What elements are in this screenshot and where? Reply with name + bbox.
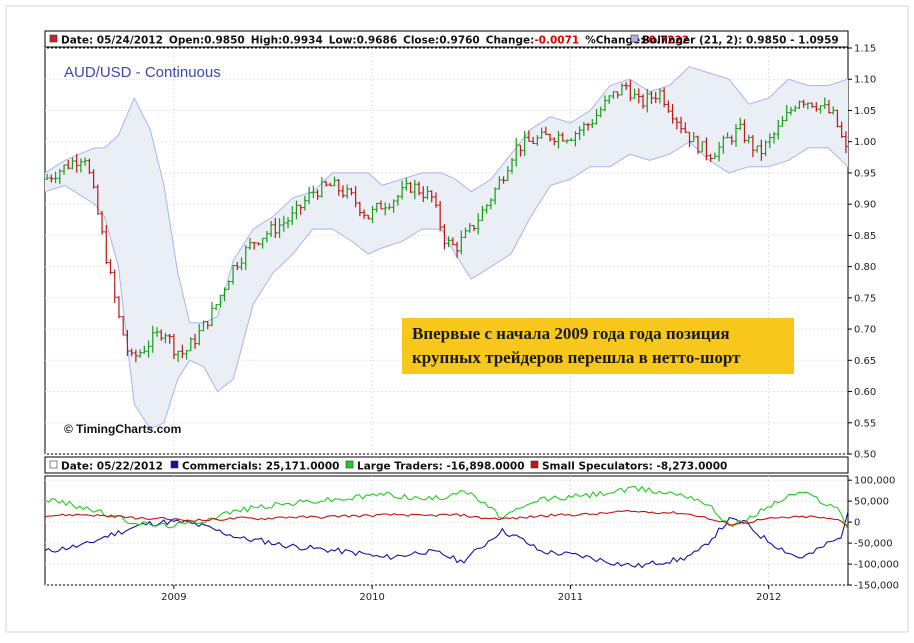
price-legend-item: Close:0.9760 [403,35,480,47]
cot-series-commercials [44,511,849,569]
cot-tick-label: 0 [854,518,860,529]
price-legend-item: High:0.9934 [251,35,323,47]
x-tick-label: 2009 [161,592,186,603]
price-tick-label: 0.90 [854,200,876,211]
cot-tick-label: -150,000 [854,581,899,592]
cot-legend-swatch [345,460,354,469]
price-tick-label: 0.75 [854,293,876,304]
cot-legend-swatch [530,460,539,469]
bollinger-legend-swatch [630,34,639,43]
x-tick-label: 2010 [359,592,384,603]
x-tick-label: 2012 [756,592,781,603]
outer-border [5,5,909,633]
cot-legend-bar [44,456,849,474]
price-tick-label: 0.50 [854,450,876,461]
cot-series-small-speculators [44,509,849,527]
bollinger-upper-line [44,66,849,324]
cot-legend-item: Large Traders: -16,898.0000 [357,461,525,473]
annotation-line-1: Впервые с начала 2009 года года позиция [412,324,730,343]
price-tick-label: 1.05 [854,106,876,117]
bollinger-lower-line [44,141,849,430]
price-tick-label: 0.70 [854,325,876,336]
price-tick-label: 0.55 [854,418,876,429]
price-legend-bar [44,30,849,48]
price-tick-label: 0.80 [854,262,876,273]
cot-tick-label: -50,000 [854,539,893,550]
cot-tick-label: 100,000 [854,476,895,487]
cot-plot-area [44,475,849,586]
price-legend-item: Open:0.9850 [169,35,245,47]
cot-legend-swatch [170,460,179,469]
bollinger-band-fill [45,66,848,429]
price-tick-label: 0.60 [854,387,876,398]
price-legend-item: Low:0.9686 [329,35,397,47]
cot-legend-item: Date: 05/22/2012 [61,461,163,473]
price-tick-label: 1.00 [854,137,876,148]
cot-legend-item: Small Speculators: -8,273.0000 [542,461,727,473]
cot-tick-label: 50,000 [854,497,889,508]
price-legend-item: Date: 05/24/2012 [61,35,163,47]
annotation-box: Впервые с начала 2009 года года позиция … [402,318,794,374]
price-tick-label: 0.85 [854,231,876,242]
price-legend-item: Change:-0.0071 [486,35,579,47]
cot-legend-item: Commercials: 25,171.0000 [182,461,339,473]
x-tick-label: 2011 [558,592,583,603]
cot-legend-swatch [49,460,58,469]
price-tick-label: 1.15 [854,44,876,55]
bollinger-legend-label: Bollinger (21, 2): 0.9850 - 1.0959 [642,35,839,47]
cot-series-large-traders [44,485,849,530]
price-tick-label: 0.95 [854,168,876,179]
price-legend-item: %Change:-0.7222 [585,35,689,47]
price-tick-label: 1.10 [854,75,876,86]
cot-tick-label: -100,000 [854,560,899,571]
price-legend-swatch [49,34,58,43]
copyright-label: © TimingCharts.com [64,422,181,436]
chart-title: AUD/USD - Continuous [64,64,221,81]
price-tick-label: 0.65 [854,356,876,367]
annotation-line-2: крупных трейдеров перешла в нетто-шорт [412,348,741,367]
